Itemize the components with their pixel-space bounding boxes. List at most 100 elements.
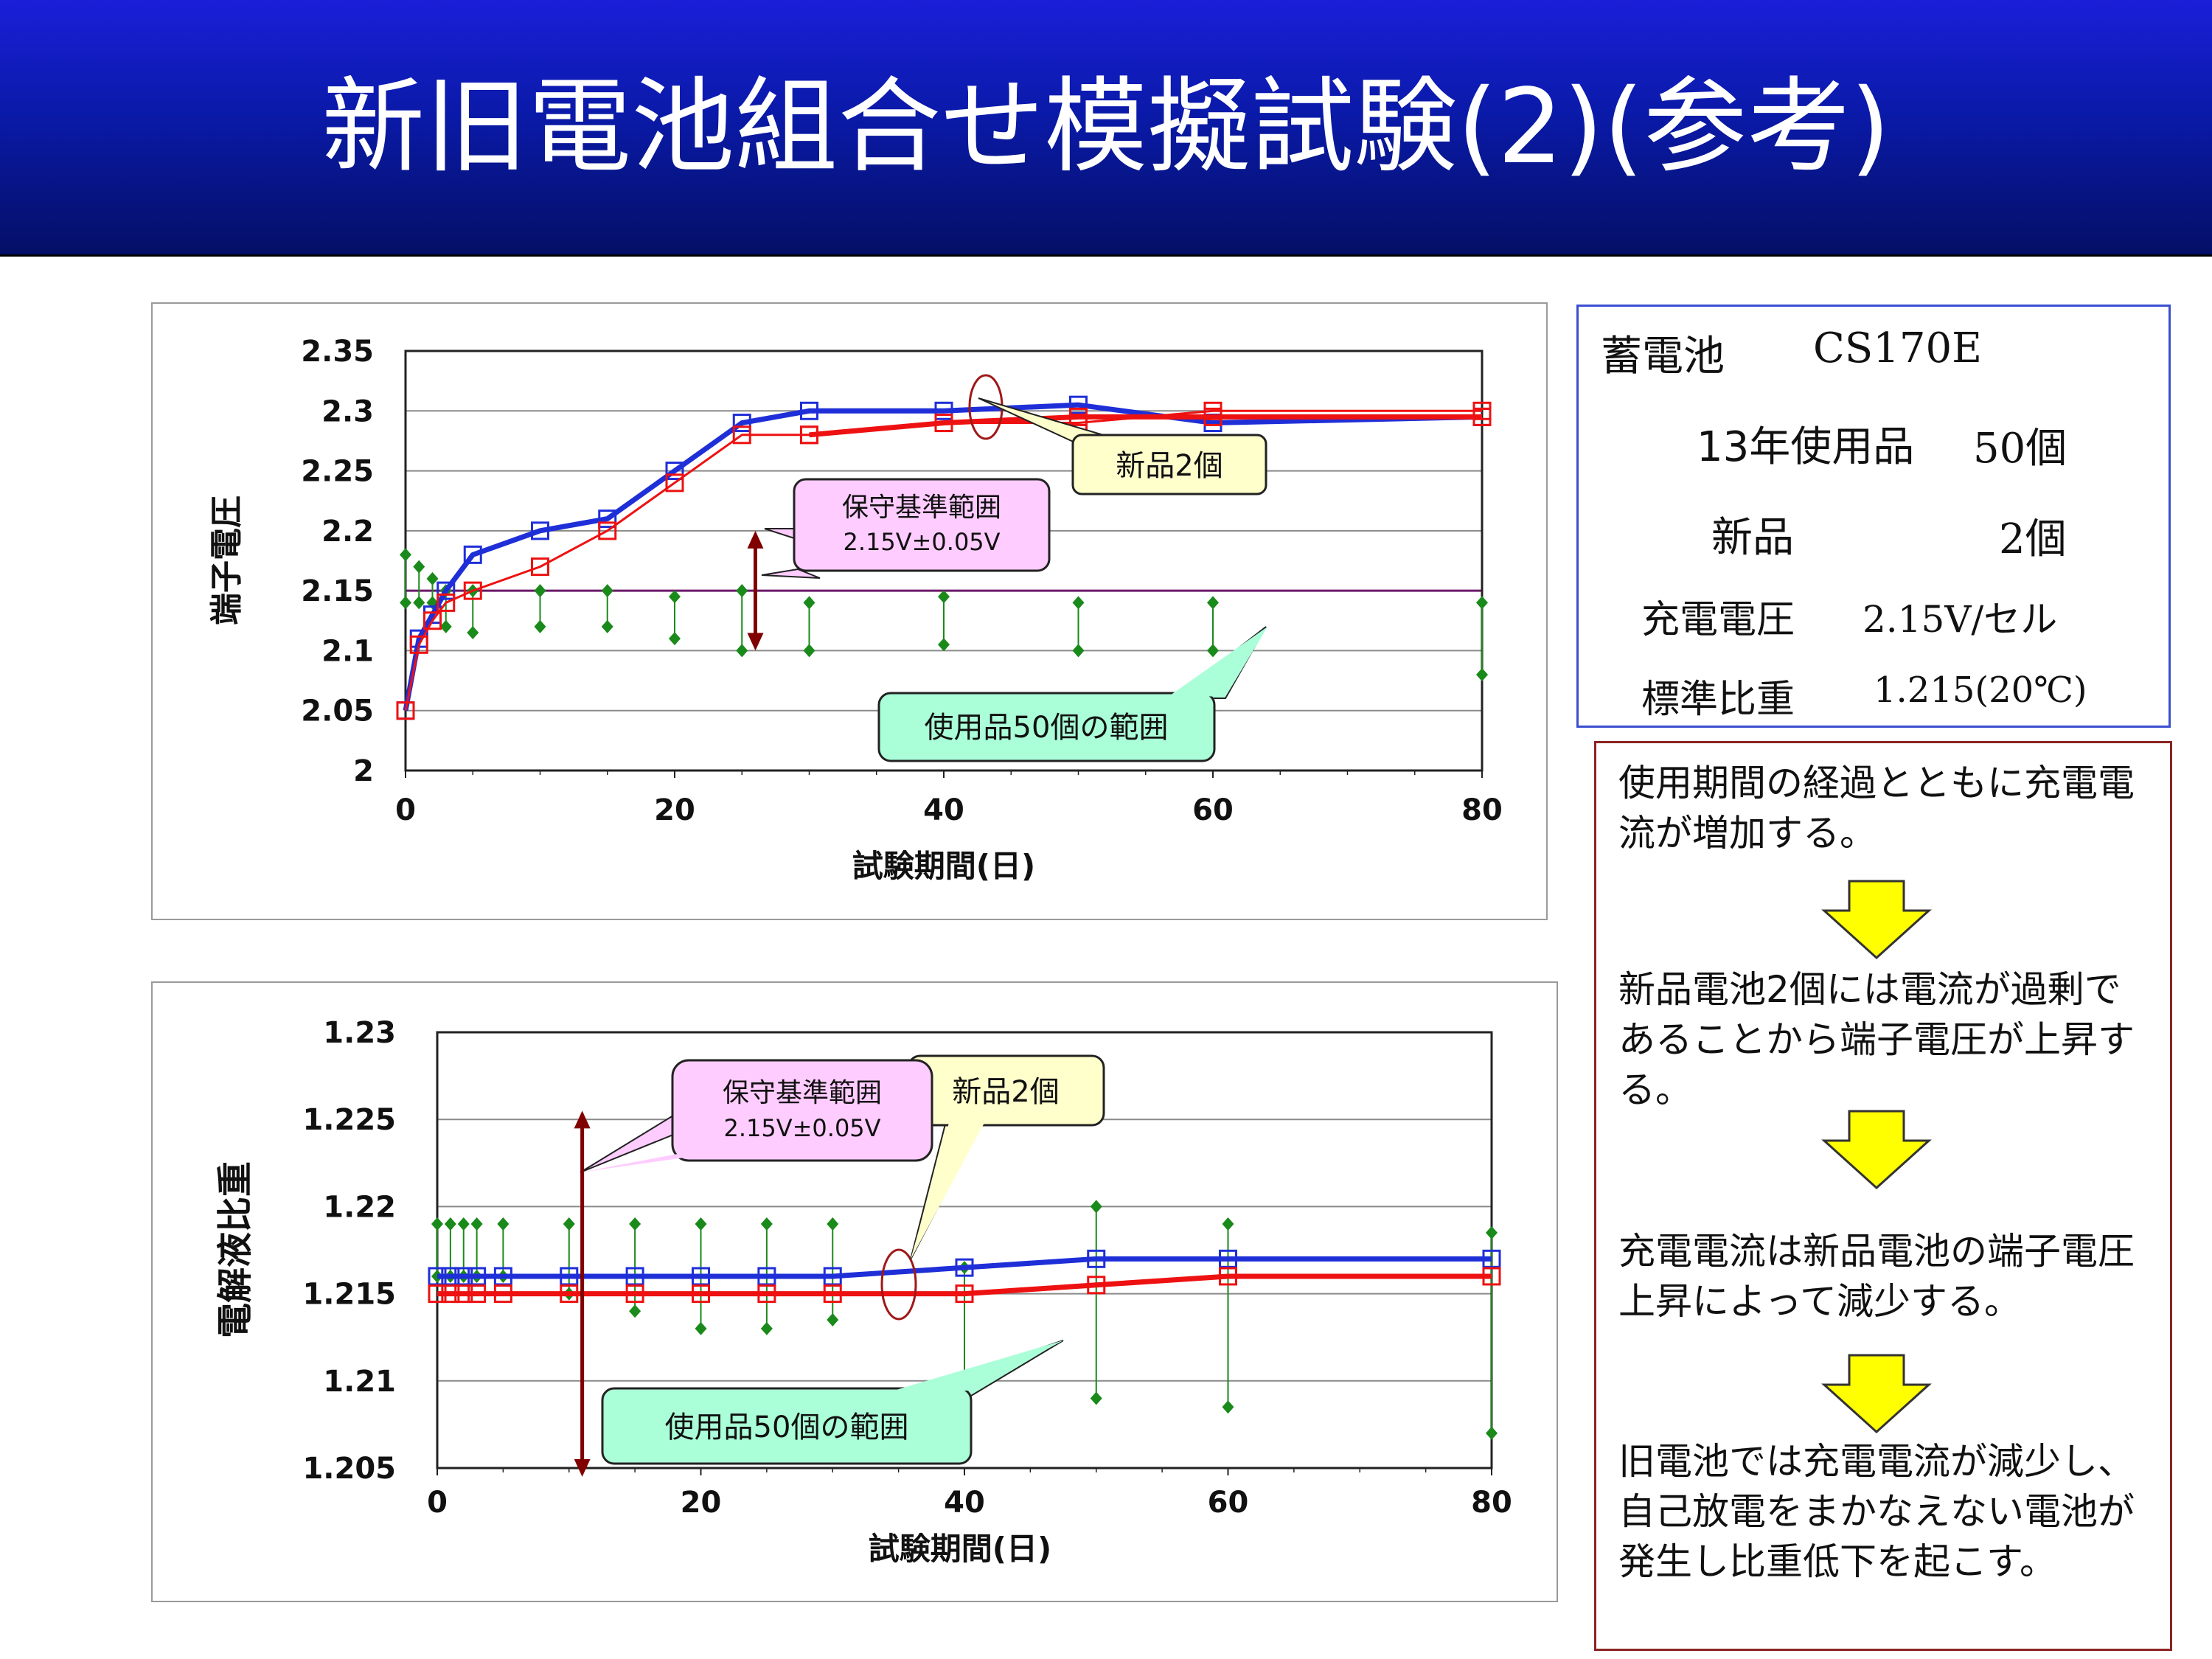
y-axis-label: 端子電圧 (208, 495, 246, 625)
maintenance-callout: 保守基準範囲 2.15V±0.05V (580, 1059, 933, 1173)
y-tick-label: 1.23 (323, 1016, 396, 1050)
x-tick-label: 80 (1461, 793, 1503, 827)
data-point (493, 1267, 512, 1286)
data-point (757, 1267, 776, 1286)
range-marker (413, 596, 425, 610)
y-tick-label: 1.205 (302, 1452, 396, 1486)
data-point (732, 414, 751, 433)
y-tick-label: 1.225 (302, 1103, 396, 1137)
series-line (437, 1256, 1492, 1279)
data-point (757, 1284, 776, 1304)
range-marker (629, 1217, 641, 1231)
range-marker (1090, 1200, 1102, 1214)
data-point (454, 1267, 473, 1286)
range-marker (439, 619, 452, 633)
series-line (809, 414, 1482, 438)
gravity-value: 1.215(20℃) (1874, 669, 2087, 711)
range-marker (1476, 667, 1488, 681)
data-point (409, 635, 428, 654)
explanation-paragraph-2: 新品電池2個には電流が過剰であることから端子電圧が上昇する。 (1618, 968, 2135, 1111)
down-arrow-icon (1821, 1354, 1932, 1434)
new-label: 新品 (1711, 514, 1794, 562)
data-point (428, 1267, 447, 1286)
data-point (1219, 1267, 1237, 1286)
x-tick-label: 80 (1471, 1486, 1512, 1520)
data-point (665, 473, 684, 493)
data-point (1482, 1267, 1501, 1286)
used-range-callout: 使用品50個の範囲 (877, 626, 1267, 762)
range-marker (695, 1321, 707, 1335)
range-marker (534, 619, 546, 633)
data-point (1087, 1276, 1106, 1295)
range-marker (1207, 596, 1219, 610)
data-point (531, 557, 549, 577)
explanation-paragraph-1: 使用期間の経過とともに充電電流が増加する。 (1618, 762, 2135, 855)
y-tick-label: 2.3 (321, 394, 374, 428)
data-point (560, 1267, 579, 1286)
x-tick-label: 0 (395, 793, 416, 827)
y-tick-label: 2.35 (301, 335, 374, 369)
range-marker (938, 638, 950, 652)
range-marker (1486, 1225, 1498, 1239)
new-battery-callout: 新品2個 (968, 374, 1267, 495)
range-marker (760, 1321, 773, 1335)
data-point (437, 581, 456, 600)
callout-maint-range: 2.15V±0.05V (723, 1114, 880, 1142)
gravity-label: 標準比重 (1641, 678, 1795, 722)
y-tick-label: 2.1 (321, 634, 374, 668)
x-tick-label: 20 (654, 793, 695, 827)
range-marker (1072, 596, 1085, 610)
maintenance-range-arrow (574, 1110, 591, 1477)
data-point (437, 593, 456, 612)
data-point (441, 1284, 460, 1304)
data-point (454, 1284, 473, 1304)
range-marker (669, 632, 681, 646)
range-marker (1090, 1391, 1102, 1405)
x-tick-label: 0 (427, 1486, 448, 1520)
arrow-head-up (747, 530, 764, 549)
data-point (955, 1258, 974, 1277)
range-marker (400, 596, 411, 610)
data-point (800, 401, 818, 420)
y-tick-label: 2.15 (301, 574, 374, 608)
explanation-box: 使用期間の経過とともに充電電流が増加する。 新品電池2個には電流が過剰であること… (1594, 741, 2172, 1651)
used-count: 50個 (1973, 425, 2067, 473)
gravity-chart: 1.205 1.21 1.215 1.22 1.225 1.23 0 20 40 60 80 電解液… (215, 1016, 1512, 1567)
range-marker (1486, 1426, 1498, 1440)
x-tick-label: 40 (944, 1486, 985, 1520)
data-point (692, 1284, 710, 1304)
range-marker (827, 1313, 839, 1327)
x-tick-label: 20 (681, 1486, 722, 1520)
data-point (396, 701, 415, 720)
range-marker (1222, 1217, 1234, 1231)
data-point (531, 521, 549, 540)
used-range-callout: 使用品50個の範囲 (601, 1340, 1064, 1465)
data-point (467, 1267, 487, 1286)
explanation-paragraph-4: 旧電池では充電電流が減少し、自己放電をまかなえない電池が発生し比重低下を起こす。 (1618, 1440, 2135, 1583)
data-point (1219, 1249, 1237, 1268)
data-point (934, 414, 953, 433)
data-point (800, 425, 818, 445)
data-point (665, 462, 684, 481)
data-point (598, 509, 617, 529)
y-tick-label: 2.25 (301, 455, 374, 489)
range-marker (629, 1304, 641, 1318)
data-point (428, 1284, 447, 1304)
title-bar: 新旧電池組合せ模擬試験(2)(参考) (0, 0, 2212, 257)
data-point (1472, 407, 1492, 426)
battery-model: CS170E (1813, 324, 1982, 372)
range-marker (400, 548, 411, 562)
data-point (598, 521, 617, 540)
data-point (423, 611, 442, 630)
range-marker (736, 644, 748, 658)
range-marker (413, 560, 425, 574)
range-marker (426, 596, 439, 610)
series-line (437, 1273, 1492, 1297)
new-battery-callout: 新品2個 (880, 1054, 1105, 1321)
gravity-chart-panel: 1.205 1.21 1.215 1.22 1.225 1.23 0 20 40 60 80 電解液… (151, 981, 1558, 1602)
range-marker (827, 1217, 839, 1231)
maintenance-callout: 保守基準範囲 2.15V±0.05V (761, 478, 1051, 579)
new-count: 2個 (1999, 515, 2067, 563)
range-marker (1222, 1400, 1234, 1414)
y-tick-label: 2.05 (301, 695, 374, 728)
